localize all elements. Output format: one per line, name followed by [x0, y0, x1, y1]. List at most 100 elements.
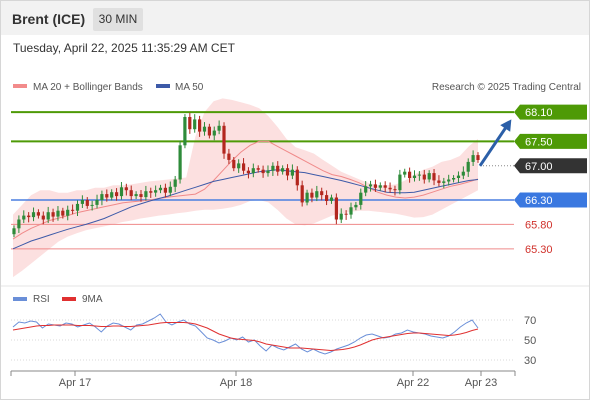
candle-down — [422, 174, 426, 180]
candle-up — [178, 145, 182, 180]
candle-down — [320, 191, 324, 196]
candle-down — [383, 185, 387, 188]
candle-down — [432, 173, 436, 181]
candle-up — [466, 161, 470, 172]
ma20-legend-label: MA 20 + Bollinger Bands — [33, 82, 143, 93]
candle-up — [266, 170, 270, 174]
instrument-title: Brent (ICE) — [12, 11, 86, 27]
price-tag-68-10-box — [514, 104, 587, 120]
candle-up — [339, 213, 343, 220]
ma20-legend-swatch — [13, 84, 27, 88]
price-tag-67-50-box — [514, 133, 587, 149]
ma9-legend-label: 9MA — [82, 294, 103, 305]
candle-down — [27, 215, 31, 218]
price-tag-66-30-box — [514, 192, 587, 208]
timeframe-selector[interactable]: 30 MIN — [93, 8, 143, 31]
ma50-legend-label: MA 50 — [175, 82, 204, 93]
candle-up — [315, 191, 319, 198]
price-tag-65-80: 65.80 — [525, 219, 553, 231]
candle-up — [66, 209, 70, 216]
candle-up — [452, 178, 456, 180]
candle-down — [388, 187, 392, 190]
candle-up — [134, 194, 138, 197]
candle-up — [290, 169, 294, 176]
price-tag-66-30: 66.30 — [525, 195, 553, 207]
chart-timestamp: Tuesday, April 22, 2025 11:35:29 AM CET — [13, 41, 235, 55]
candle-down — [198, 119, 202, 132]
candle-up — [168, 186, 172, 193]
candle-up — [461, 171, 465, 176]
ma20-line — [12, 140, 479, 240]
candle-up — [251, 168, 255, 174]
bollinger-band — [13, 98, 478, 278]
time-tick-label: Apr 17 — [59, 377, 91, 389]
candle-up — [212, 130, 216, 136]
candle-up — [12, 228, 16, 235]
candle-up — [46, 212, 50, 220]
candle-up — [90, 204, 94, 206]
candle-up — [154, 190, 158, 193]
candle-down — [188, 117, 192, 130]
candle-down — [163, 187, 167, 193]
candle-down — [276, 165, 280, 172]
candle-up — [456, 175, 461, 178]
candle-down — [232, 159, 236, 169]
rsi-tick-label: 50 — [524, 335, 536, 347]
ma50-line — [12, 169, 479, 250]
candle-down — [149, 191, 153, 193]
rsi-legend-label: RSI — [33, 294, 50, 305]
research-credit: Research © 2025 Trading Central — [432, 82, 581, 93]
candle-up — [237, 163, 241, 169]
candle-up — [403, 171, 407, 175]
chart-header: Brent (ICE) 30 MIN — [1, 1, 589, 35]
candle-down — [105, 194, 109, 198]
candle-down — [227, 153, 231, 160]
candle-down — [344, 213, 348, 215]
candle-up — [398, 174, 402, 191]
candle-up — [412, 175, 417, 178]
price-tag-68-10: 68.10 — [525, 107, 553, 119]
rsi-9ma-line — [12, 322, 479, 352]
ma9-legend-swatch — [62, 297, 76, 301]
candle-up — [442, 181, 446, 183]
time-tick-label: Apr 22 — [397, 377, 429, 389]
candle-up — [22, 215, 26, 220]
candle-up — [56, 210, 60, 217]
price-tag-67-50: 67.50 — [525, 136, 553, 148]
rsi-tick-label: 30 — [524, 355, 536, 367]
candle-up — [17, 219, 21, 229]
candle-down — [85, 200, 89, 206]
candle-up — [173, 179, 177, 187]
candle-up — [354, 204, 358, 208]
candle-up — [368, 184, 373, 187]
rsi-legend-swatch — [13, 297, 27, 301]
candle-up — [119, 187, 124, 197]
candle-up — [80, 200, 84, 204]
candle-up — [378, 185, 382, 188]
candle-up — [75, 203, 80, 211]
candle-down — [41, 215, 45, 220]
candle-down — [246, 170, 250, 174]
candle-down — [408, 171, 412, 178]
candle-down — [300, 185, 304, 203]
candle-down — [295, 169, 299, 186]
price-tag-67-00-box — [514, 158, 587, 174]
candle-down — [124, 187, 128, 191]
candle-up — [217, 125, 221, 131]
candle-up — [471, 155, 475, 162]
candle-down — [61, 210, 65, 216]
candle-down — [325, 195, 329, 201]
candle-up — [110, 192, 114, 198]
candle-up — [329, 197, 334, 201]
time-tick-label: Apr 23 — [465, 377, 497, 389]
candle-down — [129, 190, 133, 197]
forecast-arrow-shaft — [478, 123, 510, 167]
candle-up — [417, 174, 421, 176]
forecast-arrow-head — [500, 119, 512, 132]
time-tick-label: Apr 18 — [220, 377, 252, 389]
candle-down — [437, 180, 441, 183]
candle-up — [144, 191, 148, 198]
candle-up — [31, 212, 36, 218]
rsi-tick-label: 70 — [524, 315, 536, 327]
